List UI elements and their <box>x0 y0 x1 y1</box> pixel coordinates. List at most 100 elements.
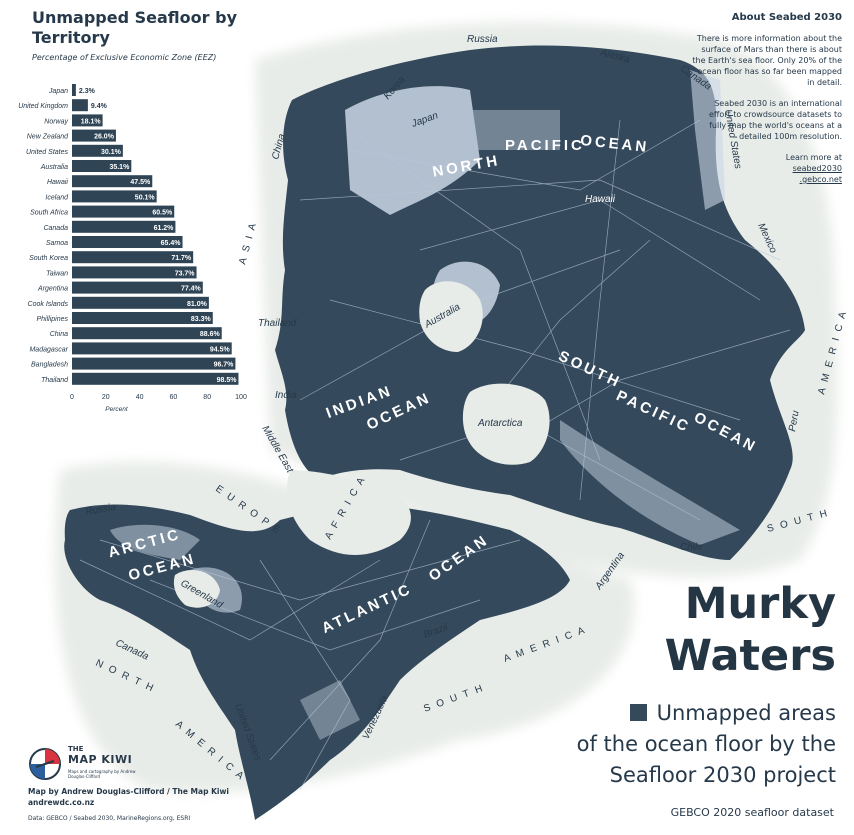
x-tick-label: 60 <box>170 394 178 401</box>
label-russia-top: Russia <box>467 34 498 45</box>
bar-value-label: 26.0% <box>94 134 115 141</box>
label-chile: Chile <box>680 542 703 553</box>
bar-canada <box>72 220 176 233</box>
x-tick-label: 0 <box>70 394 74 401</box>
bar-value-label: 88.6% <box>200 331 221 338</box>
x-axis-label: Percent <box>105 406 129 413</box>
bar-category-label: Cook Islands <box>28 301 69 308</box>
unmapped-seafloor-bar-chart: Japan 2.3% United Kingdom 9.4% Norway 18.1% Ne… <box>18 84 247 413</box>
bar-bangladesh <box>72 357 236 370</box>
bar-value-label: 60.5% <box>152 210 173 217</box>
bar-value-label: 65.4% <box>161 240 182 247</box>
bar-taiwan <box>72 266 197 279</box>
bar-category-label: Bangladesh <box>31 362 68 369</box>
logo-tagline: Maps and cartography by Andrew Douglas-C… <box>68 769 136 779</box>
x-tick-label: 100 <box>235 394 247 401</box>
bar-united-kingdom <box>72 99 88 112</box>
label-india: India <box>275 390 297 401</box>
bar-category-label: United Kingdom <box>18 103 68 110</box>
main-title-line-2: Waters <box>664 631 836 681</box>
bar-category-label: Iceland <box>45 194 69 201</box>
bar-category-label: Phillipines <box>36 316 68 323</box>
bar-samoa <box>72 236 183 248</box>
bar-new-zealand <box>72 129 116 142</box>
chart-subtitle: Percentage of Exclusive Economic Zone (E… <box>32 53 217 62</box>
legend-line-1: Unmapped areas <box>506 698 836 729</box>
bar-cook-islands <box>72 296 209 309</box>
bar-category-label: Canada <box>43 225 68 232</box>
bar-category-label: United States <box>26 149 69 156</box>
label-hawaii: Hawaii <box>585 194 616 205</box>
bar-phillipines <box>72 312 213 324</box>
bar-value-label: 71.7% <box>171 255 192 262</box>
australia-land <box>419 281 483 352</box>
bar-value-label: 94.5% <box>210 346 231 353</box>
survey-tracks <box>79 119 791 791</box>
main-title: Murky Waters <box>576 578 836 682</box>
x-tick-label: 40 <box>136 394 144 401</box>
bar-united-states <box>72 144 123 157</box>
label-antarctica: Antarctica <box>477 418 523 429</box>
label-russia-left: Russia <box>85 502 117 518</box>
legend-line-2: of the ocean floor by the <box>576 732 836 756</box>
chart-title: Unmapped Seafloor by Territory <box>32 8 237 47</box>
bar-category-label: Madagascar <box>29 346 68 353</box>
bar-category-label: Samoa <box>46 240 68 247</box>
bar-japan <box>72 84 76 96</box>
bar-category-label: Argentina <box>37 286 68 293</box>
about-title: About Seabed 2030 <box>731 12 842 23</box>
bar-value-label: 98.5% <box>217 377 238 384</box>
dataset-credit: GEBCO 2020 seafloor dataset <box>670 806 834 819</box>
bar-category-label: South Africa <box>30 210 68 217</box>
legend-line-3: Seafloor 2030 project <box>609 763 836 787</box>
bar-value-label: 81.0% <box>187 301 208 308</box>
about-learn-more: Learn more at <box>785 153 842 162</box>
about-paragraph-3: Learn more at seabed2030 .gebco.net <box>692 152 842 185</box>
bar-south-korea <box>72 251 194 264</box>
about-paragraph-2: Seabed 2030 is an international effort t… <box>709 99 842 141</box>
credit-line-2: andrewdc.co.nz <box>28 798 95 807</box>
bar-category-label: Australia <box>40 164 68 171</box>
legend-block: Unmapped areas of the ocean floor by the… <box>506 698 836 791</box>
bar-value-label: 83.3% <box>191 316 212 323</box>
credit-line-1: Map by Andrew Douglas-Clifford / The Map… <box>28 787 229 796</box>
main-title-line-1: Murky <box>684 579 836 629</box>
bar-category-label: Taiwan <box>46 270 68 277</box>
bar-value-label: 9.4% <box>91 103 108 110</box>
bar-value-label: 73.7% <box>175 270 196 277</box>
inner-land <box>173 281 550 608</box>
bar-thailand <box>72 372 239 385</box>
bar-category-label: Hawaii <box>47 179 68 186</box>
bar-value-label: 2.3% <box>79 88 96 95</box>
bar-value-label: 30.1% <box>101 149 122 156</box>
bar-south-africa <box>72 205 175 218</box>
bar-value-label: 61.2% <box>154 225 175 232</box>
x-tick-label: 80 <box>203 394 211 401</box>
bar-category-label: China <box>50 331 68 338</box>
kiwi-logo-icon <box>29 748 61 780</box>
author-credit: Map by Andrew Douglas-Clifford / The Map… <box>28 786 229 808</box>
seabed-link-part-1[interactable]: seabed2030 <box>792 164 842 173</box>
bar-value-label: 50.1% <box>135 194 156 201</box>
label-pacific-n: PACIFIC <box>505 137 585 154</box>
bar-value-label: 77.4% <box>181 286 202 293</box>
x-tick-label: 20 <box>102 394 110 401</box>
seabed-link-part-2[interactable]: .gebco.net <box>799 175 842 184</box>
bar-argentina <box>72 281 203 294</box>
antarctica-land <box>462 383 550 465</box>
bar-value-label: 96.7% <box>214 362 235 369</box>
bar-value-label: 35.1% <box>109 164 130 171</box>
legend-swatch <box>629 704 647 721</box>
legend-text-1: Unmapped areas <box>656 701 836 725</box>
bar-china <box>72 327 222 340</box>
bar-hawaii <box>72 175 153 188</box>
bar-value-label: 18.1% <box>81 118 102 125</box>
logo-name: MAP KIWI <box>68 753 133 766</box>
bar-australia <box>72 160 132 172</box>
about-panel: About Seabed 2030 There is more informat… <box>692 12 842 195</box>
bar-madagascar <box>72 342 232 355</box>
bar-category-label: New Zealand <box>27 134 69 141</box>
data-sources: Data: GEBCO / Seabed 2030, MarineRegions… <box>28 815 191 822</box>
africa-land <box>286 470 411 555</box>
greenland-land <box>173 570 220 608</box>
